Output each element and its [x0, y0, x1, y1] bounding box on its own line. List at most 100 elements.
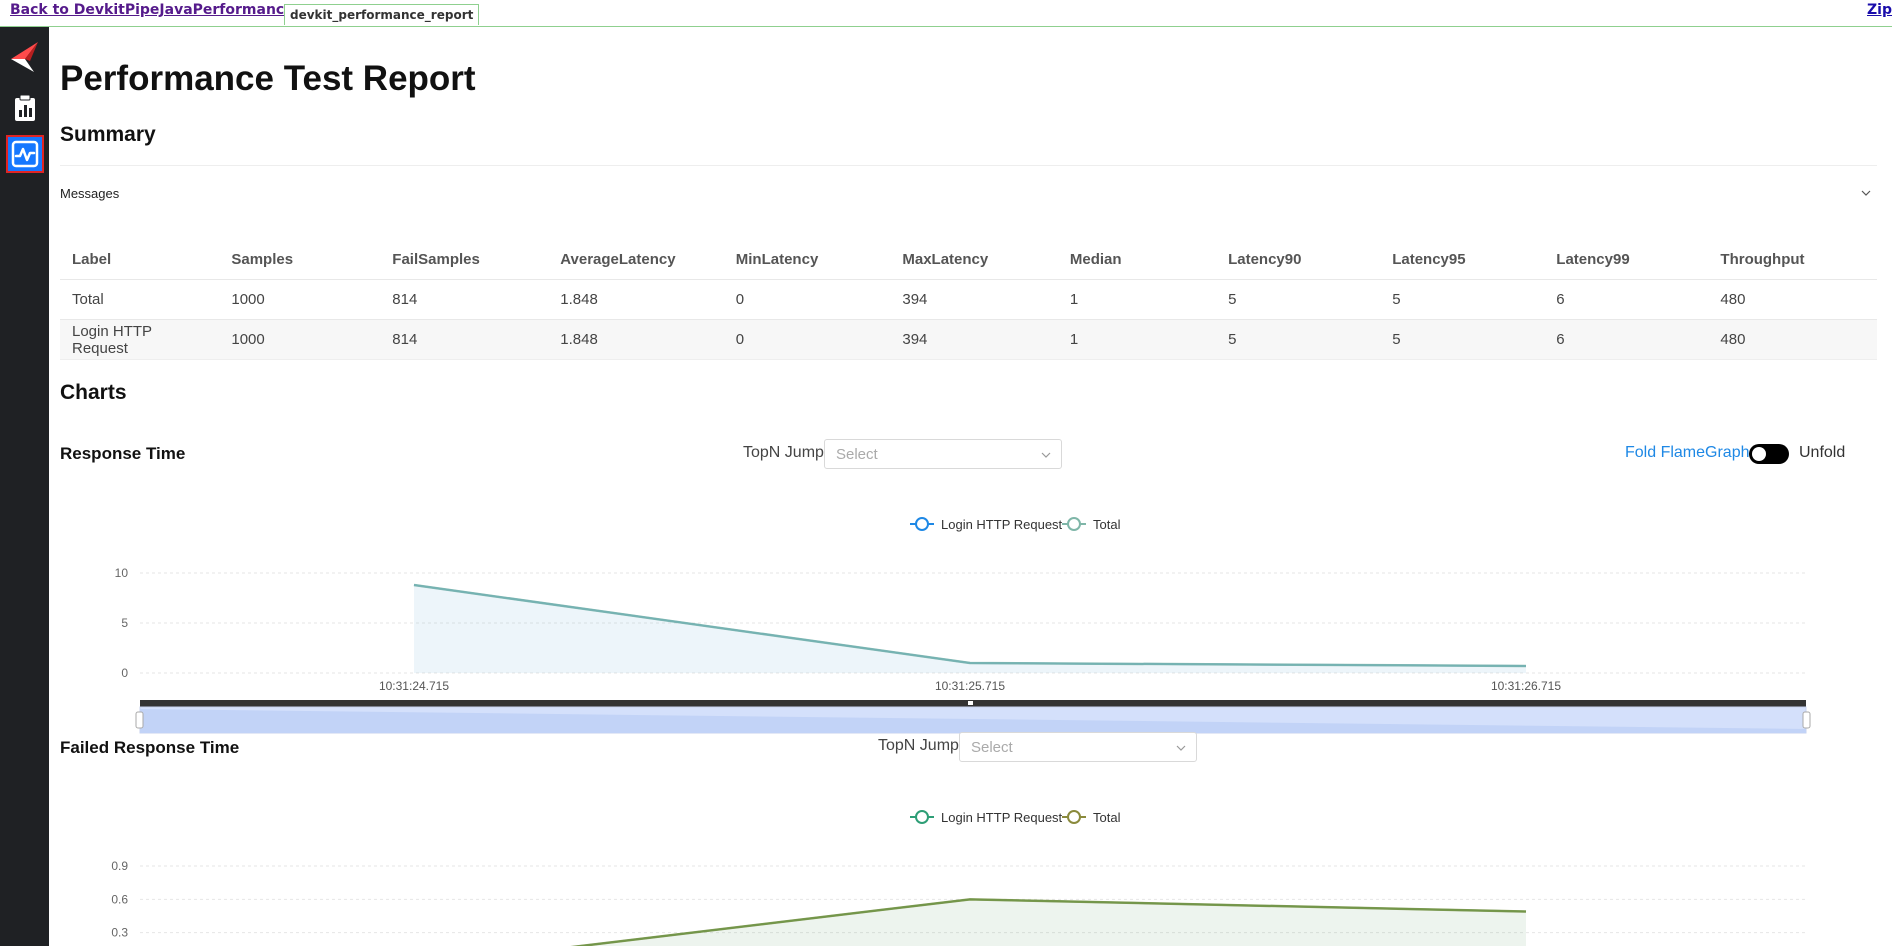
chart-legend: Login HTTP Request Total: [910, 517, 1121, 532]
charts-heading: Charts: [60, 381, 127, 404]
series-area: [414, 585, 1526, 673]
table-cell: 1000: [219, 319, 381, 360]
table-cell: 6: [1544, 319, 1709, 360]
table-cell: 0: [723, 319, 891, 360]
column-header: Throughput: [1708, 239, 1877, 280]
report-icon[interactable]: [6, 89, 44, 127]
select-placeholder: Select: [971, 739, 1013, 756]
messages-collapse-header[interactable]: Messages: [60, 177, 1877, 209]
table-cell: 5: [1380, 319, 1545, 360]
select-placeholder: Select: [836, 446, 878, 463]
y-tick-label: 0.3: [111, 926, 128, 940]
summary-heading: Summary: [60, 123, 156, 146]
table-cell: 5: [1216, 319, 1381, 360]
table-cell: 394: [890, 279, 1058, 320]
divider: [60, 359, 1877, 360]
series-area: [580, 899, 1526, 946]
table-row: Login HTTP Request 1000 814 1.848 0 394 1 5 5 6 48…: [60, 319, 1877, 360]
table-cell: 0: [723, 279, 891, 320]
top-link-bar: Back to DevkitPipeJavaPerformance devkit…: [0, 0, 1892, 27]
column-header: MaxLatency: [890, 239, 1058, 280]
failed-response-time-title: Failed Response Time: [60, 738, 240, 757]
table-cell: 1.848: [548, 319, 724, 360]
divider: [60, 165, 1877, 166]
back-link[interactable]: Back to DevkitPipeJavaPerformance: [10, 2, 294, 18]
column-header: Latency90: [1216, 239, 1381, 280]
fold-flamegraph-link[interactable]: Fold FlameGraph: [1625, 444, 1750, 461]
chevron-down-icon: [1176, 745, 1186, 751]
y-tick-label: 0.6: [111, 892, 128, 906]
response-time-chart: Login HTTP Request Total 0 5 10 10:31:24.715 1…: [115, 517, 1811, 734]
x-tick-label: 10:31:26.715: [1491, 679, 1561, 693]
y-tick-label: 0.9: [111, 859, 128, 873]
page-title: Performance Test Report: [60, 59, 476, 98]
slider-right-handle: [1802, 711, 1811, 729]
table-cell: 1000: [219, 279, 381, 320]
table-cell: 1: [1057, 319, 1217, 360]
unfold-label: Unfold: [1799, 444, 1846, 461]
column-header: FailSamples: [380, 239, 549, 280]
topn-jump-select[interactable]: Select: [959, 732, 1197, 762]
series-area: [580, 899, 1526, 946]
devkit-logo-icon[interactable]: [8, 39, 42, 73]
report-tab[interactable]: devkit_performance_report: [284, 4, 480, 25]
zip-link[interactable]: Zip: [1867, 2, 1892, 18]
legend-label: Login HTTP Request: [941, 810, 1063, 825]
column-header: Latency95: [1380, 239, 1545, 280]
topn-jump-label: TopN Jump: [743, 444, 824, 461]
slider-preview-area: [140, 709, 1806, 733]
slider-left-handle: [135, 711, 144, 729]
y-tick-label: 5: [121, 616, 128, 630]
table-cell: 814: [380, 279, 549, 320]
legend-marker: [915, 517, 929, 531]
x-tick-label: 10:31:24.715: [379, 679, 449, 693]
column-header: Samples: [219, 239, 381, 280]
chevron-down-icon: [1861, 190, 1871, 196]
table-cell: 5: [1380, 279, 1545, 320]
main-content: Performance Test Report Summary Messages…: [60, 27, 1880, 946]
legend-marker: [1067, 810, 1081, 824]
table-cell: 480: [1708, 319, 1877, 360]
topn-jump-label: TopN Jump: [878, 737, 959, 754]
summary-header-row: Label Samples FailSamples AverageLatency Min…: [60, 239, 1877, 280]
column-header: AverageLatency: [548, 239, 724, 280]
series-line: [413, 583, 1527, 668]
column-header: Latency99: [1544, 239, 1709, 280]
column-header: Label: [60, 239, 220, 280]
table-cell: 480: [1708, 279, 1877, 320]
messages-label: Messages: [60, 185, 120, 201]
failed-response-time-chart: Login HTTP RequestTotal00.30.60.9: [111, 810, 1806, 946]
table-cell: 1.848: [548, 279, 724, 320]
series-area: [414, 585, 1526, 673]
toggle-knob: [1752, 447, 1766, 461]
table-cell: Login HTTP Request: [60, 319, 220, 360]
performance-icon[interactable]: [4, 133, 46, 175]
slider-grip-icon: [968, 701, 973, 705]
y-tick-label: 0: [121, 666, 128, 680]
y-tick-label: 10: [115, 566, 129, 580]
legend-label: Login HTTP Request: [941, 517, 1063, 532]
legend-label: Total: [1093, 810, 1121, 825]
table-cell: 5: [1216, 279, 1381, 320]
x-tick-label: 10:31:25.715: [935, 679, 1005, 693]
summary-body: Total 1000 814 1.848 0 394 1 5 5 6 480 Login HTTP R…: [60, 279, 1877, 360]
series-line: [570, 898, 1527, 946]
table-cell: 6: [1544, 279, 1709, 320]
zoom-slider[interactable]: [135, 700, 1811, 734]
table-row: Total 1000 814 1.848 0 394 1 5 5 6 480: [60, 279, 1877, 320]
response-time-title: Response Time: [60, 444, 186, 463]
column-header: MinLatency: [723, 239, 891, 280]
chart-legend: Login HTTP Request Total: [910, 810, 1121, 825]
table-cell: 814: [380, 319, 549, 360]
legend-marker: [1067, 517, 1081, 531]
flamegraph-toggle[interactable]: [1749, 444, 1789, 464]
topn-jump-select[interactable]: Select: [824, 439, 1062, 469]
table-cell: 1: [1057, 279, 1217, 320]
legend-marker: [915, 810, 929, 824]
table-cell: 394: [890, 319, 1058, 360]
chevron-down-icon: [1041, 452, 1051, 458]
column-header: Median: [1057, 239, 1217, 280]
legend-label: Total: [1093, 517, 1121, 532]
sidebar: [0, 27, 49, 946]
summary-table: Label Samples FailSamples AverageLatency Min…: [60, 239, 1877, 360]
